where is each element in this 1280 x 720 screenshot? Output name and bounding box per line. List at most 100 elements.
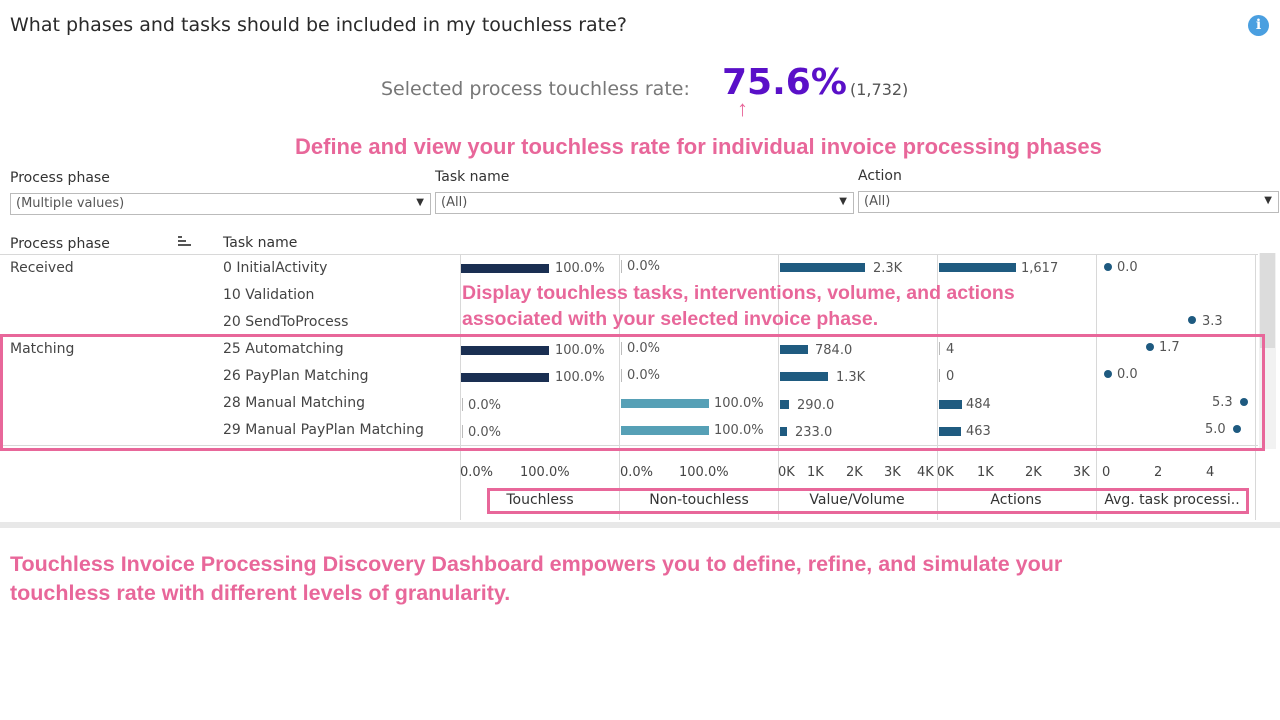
task-label[interactable]: 29 Manual PayPlan Matching [223,422,424,438]
divider [937,254,938,520]
annotation-bottom: Touchless Invoice Processing Discovery D… [10,550,1062,608]
zero-bar [462,398,463,411]
volume-bar[interactable] [780,263,865,272]
divider [460,254,461,520]
zero-bar [621,260,622,273]
filter-label-process-phase: Process phase [10,170,110,186]
filter-label-action: Action [858,168,902,184]
nontouchless-value: 0.0% [627,341,661,356]
axis-tick: 0.0% [460,465,494,480]
phase-label-matching: Matching [10,341,75,357]
volume-bar[interactable] [780,372,828,381]
task-label[interactable]: 0 InitialActivity [223,260,328,276]
nontouchless-bar[interactable] [621,426,709,435]
avg-value: 5.0 [1205,422,1226,437]
actions-bar[interactable] [939,400,962,409]
actions-value: 4 [946,342,955,357]
zero-bar [621,369,622,382]
info-icon[interactable]: i [1248,15,1269,36]
avg-value: 0.0 [1117,367,1138,382]
axis-tick: 2 [1154,465,1163,480]
column-title-avg-task-processing[interactable]: Avg. task processi.. [1104,492,1240,508]
touchless-value: 100.0% [555,370,605,385]
task-label[interactable]: 26 PayPlan Matching [223,368,369,384]
zero-bar [939,369,940,382]
task-name-dropdown-value: (All) [441,195,468,210]
divider [1255,254,1256,520]
highlight-box-column-titles [487,488,1249,514]
annotation-top: Define and view your touchless rate for … [295,134,1102,159]
scrollbar-thumb[interactable] [1260,253,1275,348]
touchless-value: 0.0% [468,398,502,413]
arrow-up-icon: ↑ [737,96,748,121]
axis-tick: 2K [846,465,863,480]
annotation-bottom-line1: Touchless Invoice Processing Discovery D… [10,552,1063,576]
annotation-bottom-line2: touchless rate with different levels of … [10,581,511,605]
annotation-middle: Display touchless tasks, interventions, … [462,280,1015,332]
axis-tick: 100.0% [520,465,570,480]
action-dropdown[interactable]: (All) ▼ [858,191,1279,213]
column-header-process-phase[interactable]: Process phase [10,236,110,252]
actions-value: 463 [966,424,991,439]
volume-value: 233.0 [795,425,833,440]
nontouchless-value: 0.0% [627,259,661,274]
volume-value: 784.0 [815,343,853,358]
process-phase-dropdown-value: (Multiple values) [16,196,125,211]
column-title-value-volume[interactable]: Value/Volume [809,492,905,508]
zero-bar [621,342,622,355]
avg-value: 5.3 [1212,395,1233,410]
nontouchless-value: 100.0% [714,396,764,411]
column-title-actions[interactable]: Actions [990,492,1042,508]
avg-dot[interactable] [1104,370,1112,378]
task-name-dropdown[interactable]: (All) ▼ [435,192,854,214]
kpi-value: 75.6% [722,62,847,103]
phase-label-received: Received [10,260,74,276]
volume-bar[interactable] [780,427,787,436]
actions-value: 1,617 [1021,261,1059,276]
task-label[interactable]: 10 Validation [223,287,315,303]
divider [0,445,1258,446]
kpi-label: Selected process touchless rate: [381,78,690,100]
axis-tick: 0 [1102,465,1111,480]
sort-icon[interactable] [178,236,191,248]
filter-label-task-name: Task name [435,169,510,185]
actions-value: 484 [966,397,991,412]
avg-dot[interactable] [1233,425,1241,433]
task-label[interactable]: 25 Automatching [223,341,344,357]
touchless-bar[interactable] [461,346,549,355]
axis-tick: 1K [977,465,994,480]
column-header-task-name[interactable]: Task name [223,235,298,251]
volume-bar[interactable] [780,400,789,409]
avg-dot[interactable] [1146,343,1154,351]
kpi-count: (1,732) [850,80,909,99]
touchless-value: 100.0% [555,261,605,276]
touchless-bar[interactable] [461,373,549,382]
avg-dot[interactable] [1104,263,1112,271]
annotation-middle-line2: associated with your selected invoice ph… [462,308,879,330]
nontouchless-value: 0.0% [627,368,661,383]
axis-tick: 3K [1073,465,1090,480]
chevron-down-icon: ▼ [1264,195,1272,206]
avg-value: 0.0 [1117,260,1138,275]
volume-bar[interactable] [780,345,808,354]
avg-dot[interactable] [1240,398,1248,406]
axis-tick: 0.0% [620,465,654,480]
zero-bar [462,425,463,438]
zero-bar [939,342,940,355]
column-title-touchless[interactable]: Touchless [506,492,574,508]
column-title-nontouchless[interactable]: Non-touchless [649,492,749,508]
nontouchless-bar[interactable] [621,399,709,408]
nontouchless-value: 100.0% [714,423,764,438]
axis-tick: 4K [917,465,934,480]
process-phase-dropdown[interactable]: (Multiple values) ▼ [10,193,431,215]
chevron-down-icon: ▼ [416,197,424,208]
actions-bar[interactable] [939,427,961,436]
touchless-bar[interactable] [461,264,549,273]
actions-bar[interactable] [939,263,1016,272]
task-label[interactable]: 20 SendToProcess [223,314,349,330]
avg-dot[interactable] [1188,316,1196,324]
actions-value: 0 [946,369,955,384]
axis-tick: 100.0% [679,465,729,480]
task-label[interactable]: 28 Manual Matching [223,395,365,411]
page-title: What phases and tasks should be included… [10,14,627,36]
